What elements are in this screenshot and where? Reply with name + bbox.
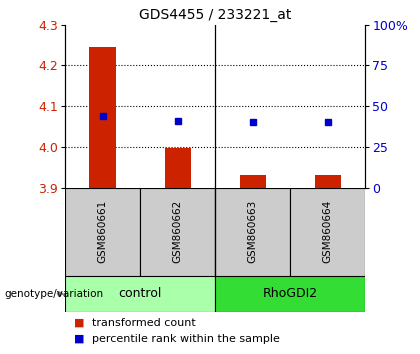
Text: genotype/variation: genotype/variation bbox=[4, 289, 103, 299]
Bar bbox=[89, 47, 116, 188]
Bar bbox=[215, 276, 365, 312]
Text: GSM860661: GSM860661 bbox=[97, 200, 108, 263]
Text: percentile rank within the sample: percentile rank within the sample bbox=[92, 334, 280, 344]
Text: transformed count: transformed count bbox=[92, 318, 196, 328]
Bar bbox=[165, 148, 191, 188]
Bar bbox=[215, 188, 290, 276]
Text: GSM860663: GSM860663 bbox=[248, 200, 258, 263]
Text: control: control bbox=[118, 287, 162, 300]
Bar bbox=[240, 175, 266, 188]
Bar bbox=[315, 175, 341, 188]
Bar bbox=[140, 188, 215, 276]
Bar bbox=[65, 188, 140, 276]
Bar bbox=[65, 276, 215, 312]
Bar bbox=[290, 188, 365, 276]
Title: GDS4455 / 233221_at: GDS4455 / 233221_at bbox=[139, 8, 291, 22]
Text: GSM860664: GSM860664 bbox=[323, 200, 333, 263]
Text: ■: ■ bbox=[74, 318, 84, 328]
Text: ■: ■ bbox=[74, 334, 84, 344]
Text: RhoGDI2: RhoGDI2 bbox=[263, 287, 318, 300]
Text: GSM860662: GSM860662 bbox=[173, 200, 183, 263]
